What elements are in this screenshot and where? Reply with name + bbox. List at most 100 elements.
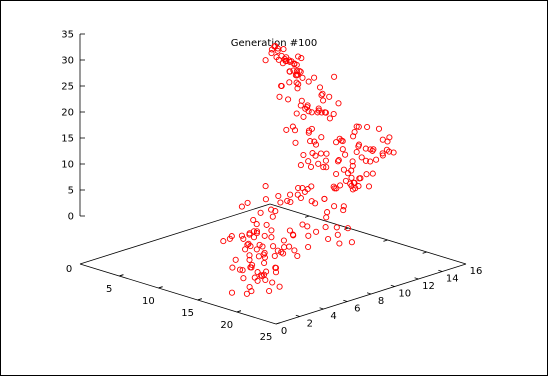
data-point	[305, 78, 312, 85]
data-point	[246, 283, 253, 291]
data-point	[268, 227, 275, 234]
y-tick-label: 4	[330, 311, 336, 322]
data-point	[320, 97, 327, 104]
data-point	[365, 183, 373, 190]
data-point	[261, 254, 268, 261]
data-point	[285, 96, 292, 103]
data-point	[342, 151, 349, 158]
x-tick-label: 20	[220, 320, 233, 331]
data-point	[339, 146, 346, 153]
y-tick-label: 10	[398, 289, 411, 300]
data-point	[305, 232, 312, 239]
data-point	[326, 115, 333, 122]
data-point	[323, 214, 330, 221]
data-point	[262, 196, 269, 203]
z-tick-label: 25	[61, 82, 74, 93]
data-point	[228, 289, 236, 296]
data-point	[257, 272, 264, 279]
y-tick-label: 0	[281, 326, 287, 337]
data-point	[268, 50, 275, 57]
y-tick	[414, 277, 419, 280]
data-point	[280, 46, 287, 53]
data-point	[318, 92, 325, 99]
data-point	[274, 247, 281, 254]
y-tick-label: 8	[378, 296, 384, 307]
data-point	[254, 277, 261, 284]
data-point	[291, 127, 299, 134]
data-point	[271, 252, 278, 260]
data-point	[358, 154, 365, 161]
data-point	[337, 182, 344, 189]
data-point	[312, 141, 320, 148]
data-point	[330, 110, 337, 118]
data-point	[313, 228, 320, 235]
data-point	[340, 207, 347, 214]
z-tick-label: 35	[61, 30, 74, 41]
data-point	[246, 252, 253, 259]
data-point	[275, 192, 282, 200]
data-point	[249, 261, 256, 269]
data-point	[373, 156, 380, 163]
data-point	[272, 269, 280, 276]
x-tick-label: 25	[260, 332, 273, 343]
z-tick-label: 10	[61, 160, 74, 171]
data-point	[253, 228, 261, 235]
data-point	[340, 166, 347, 173]
left-base-edge	[79, 203, 271, 265]
data-point	[305, 243, 312, 251]
data-point	[307, 138, 314, 145]
data-point	[318, 134, 325, 141]
data-point	[290, 67, 297, 74]
data-point	[323, 150, 330, 157]
data-point	[390, 149, 397, 156]
data-point	[304, 186, 311, 193]
data-point	[250, 234, 258, 241]
y-tick-label: 2	[307, 319, 313, 330]
data-point	[257, 209, 264, 216]
data-point	[297, 68, 304, 75]
data-point	[255, 253, 262, 260]
data-point	[342, 177, 349, 184]
z-tick-label: 30	[61, 56, 74, 67]
data-point	[240, 275, 247, 282]
data-point	[364, 123, 371, 131]
data-point	[299, 74, 306, 81]
base-tick	[236, 310, 242, 313]
data-point	[278, 82, 285, 89]
data-point	[259, 273, 266, 280]
data-point	[369, 170, 376, 177]
data-point	[261, 232, 268, 239]
data-point	[291, 247, 298, 254]
data-point	[293, 79, 300, 86]
data-point	[292, 72, 299, 79]
data-point	[243, 290, 250, 297]
x-tick-label: 5	[106, 284, 112, 295]
data-point	[322, 109, 329, 116]
data-point	[320, 164, 327, 171]
data-point	[331, 203, 338, 210]
back-tick	[304, 215, 310, 218]
data-point	[295, 81, 302, 88]
data-point	[262, 57, 269, 64]
data-point	[253, 221, 260, 228]
z-tick-label: 20	[61, 108, 74, 119]
x-tick-label: 15	[181, 308, 194, 319]
data-point	[317, 150, 325, 157]
data-point	[278, 249, 285, 256]
data-point	[330, 183, 337, 190]
data-point	[246, 256, 253, 263]
back-base-edge	[269, 203, 467, 265]
data-point	[355, 123, 362, 130]
data-point	[253, 230, 260, 237]
data-point	[362, 145, 369, 152]
data-point	[287, 191, 294, 198]
data-point	[286, 243, 293, 250]
data-point	[383, 146, 390, 153]
data-point	[298, 55, 305, 62]
data-point	[350, 133, 357, 140]
data-point	[275, 56, 282, 63]
data-point	[311, 138, 318, 145]
data-point	[244, 241, 251, 248]
data-point	[344, 170, 352, 177]
